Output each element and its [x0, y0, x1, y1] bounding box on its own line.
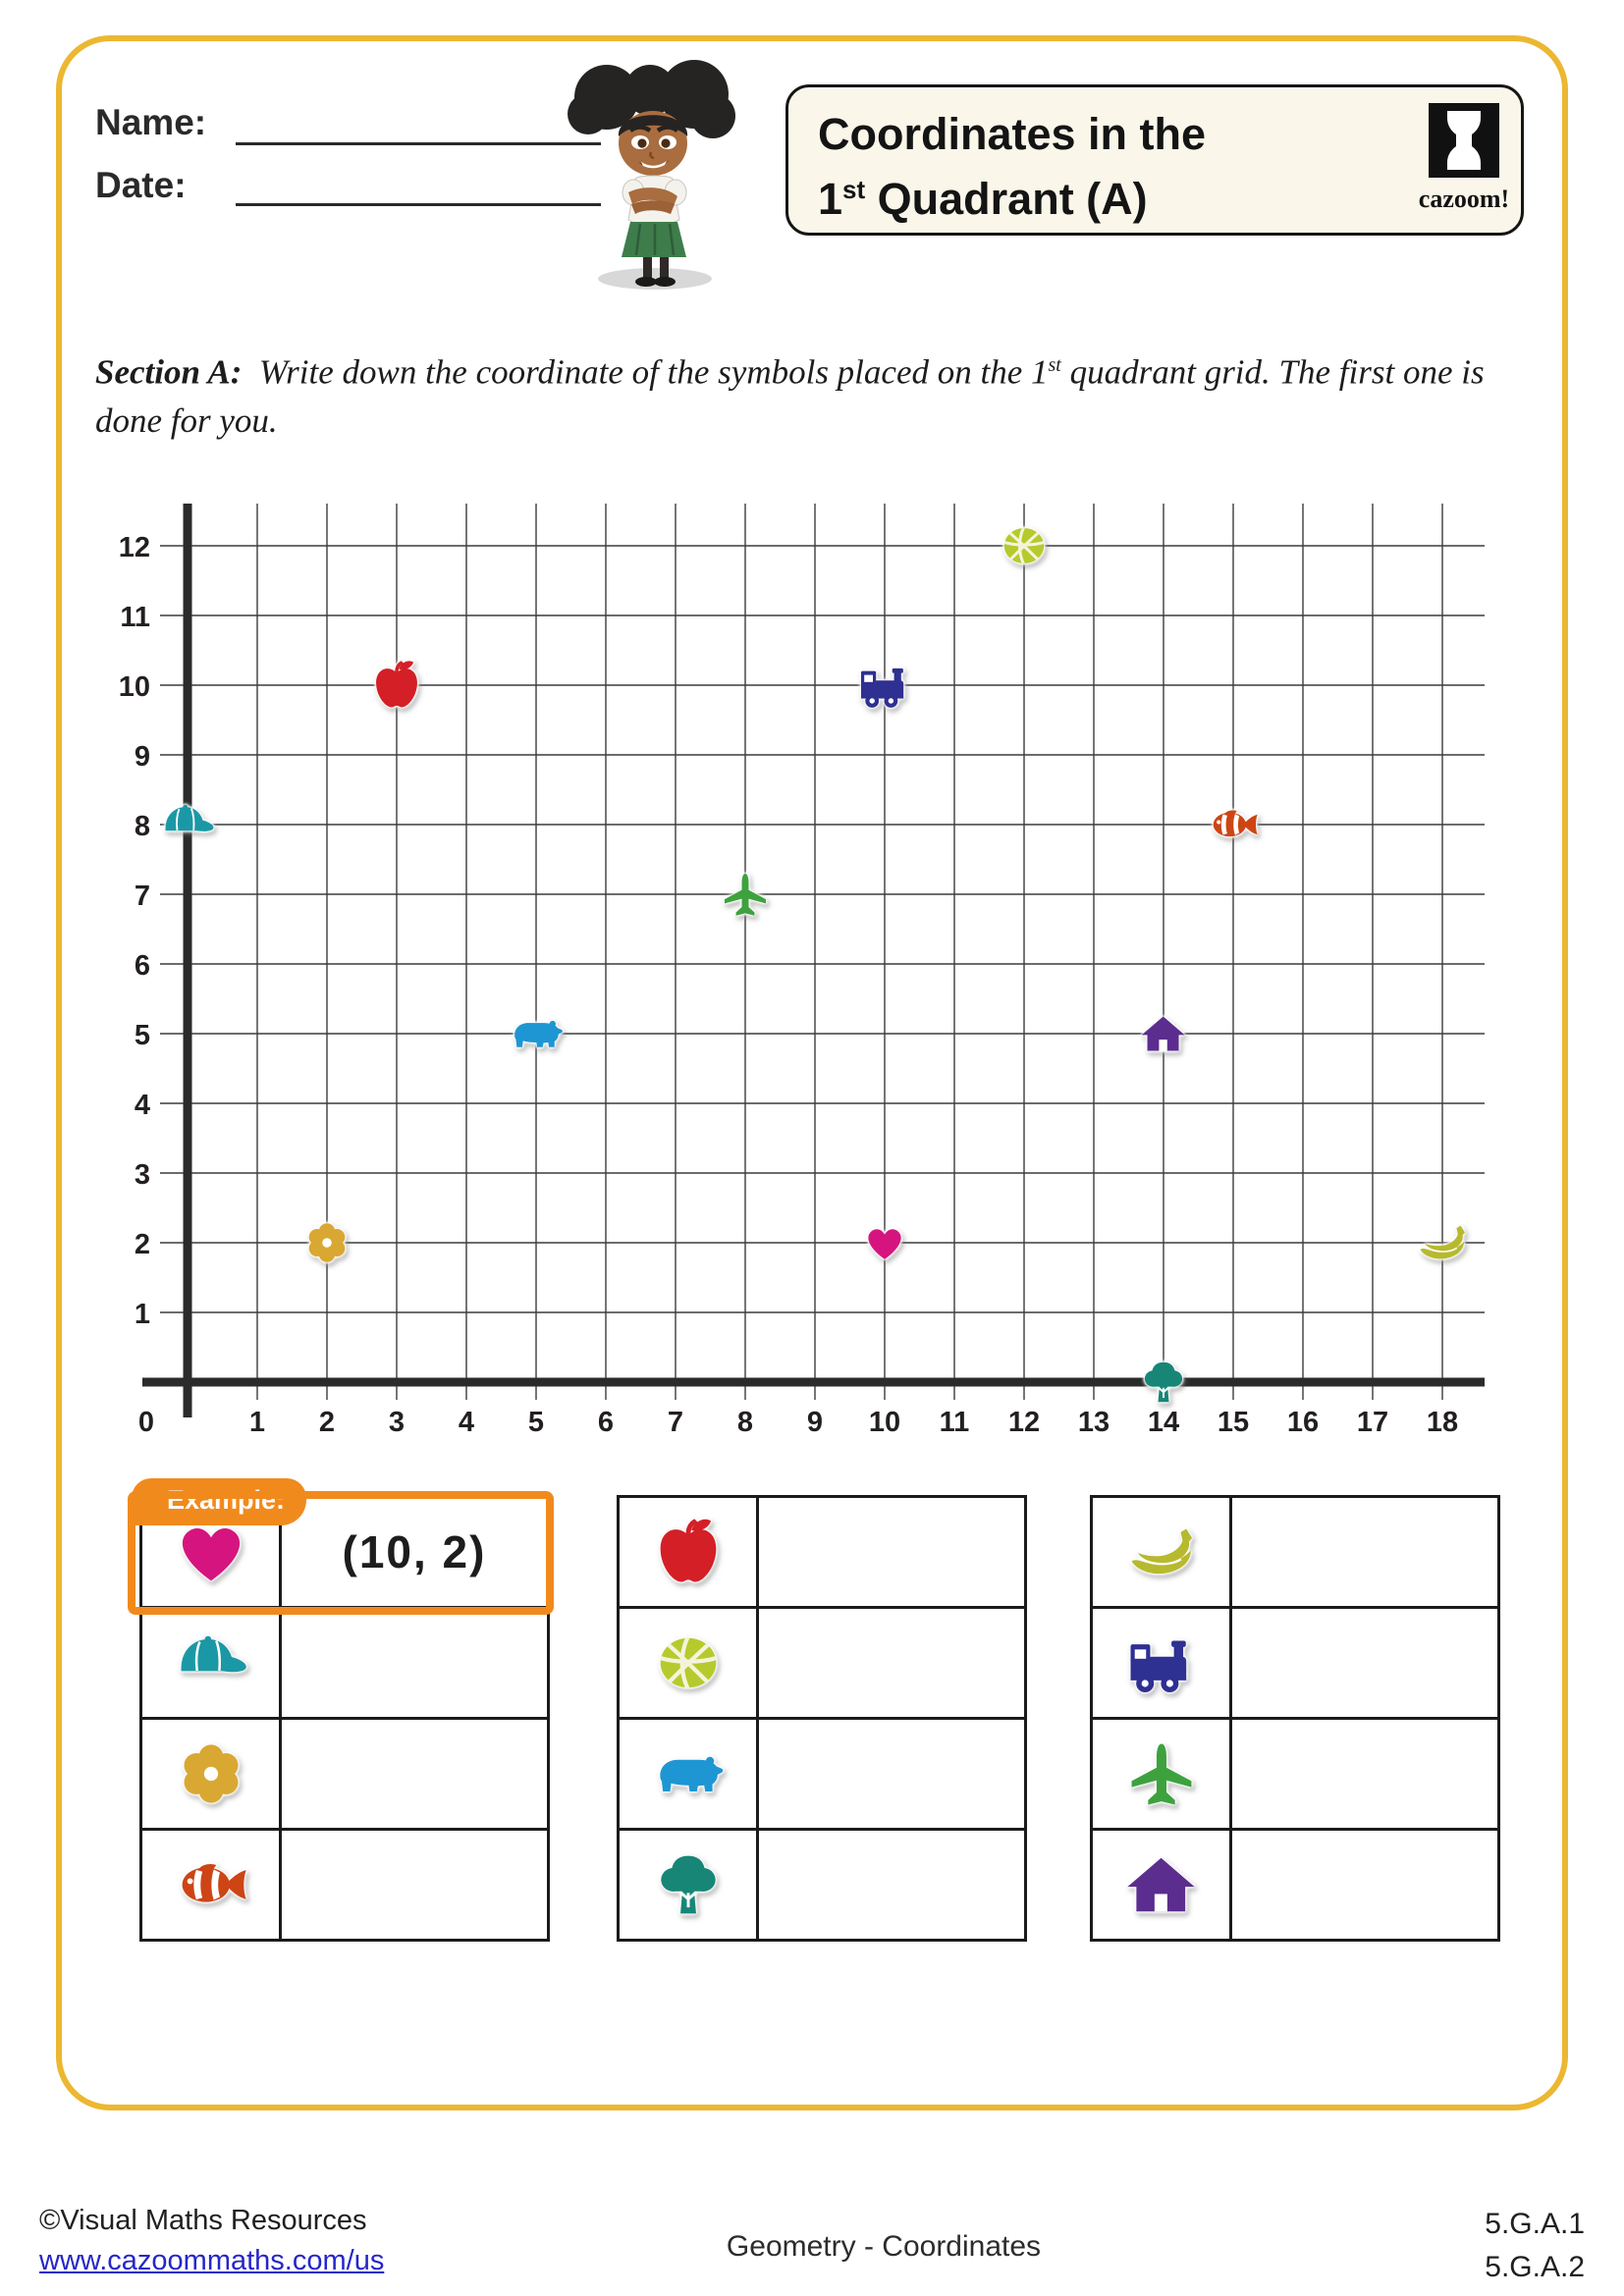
x-axis-label: 6: [598, 1407, 614, 1438]
answer-table-1: (10, 2): [139, 1495, 550, 1942]
x-axis-label: 16: [1287, 1407, 1319, 1438]
answer-cell-train[interactable]: [1232, 1609, 1500, 1720]
title-box: Coordinates in the 1st Quadrant (A) cazo…: [785, 84, 1524, 236]
x-axis-label: 7: [668, 1407, 683, 1438]
cazoom-logo: cazoom!: [1417, 103, 1511, 214]
bear-icon: [647, 1733, 730, 1815]
website-link[interactable]: www.cazoommaths.com/us: [39, 2245, 385, 2276]
copyright-text: ©Visual Maths Resources: [39, 2205, 367, 2236]
x-axis-label: 1: [249, 1407, 265, 1438]
standard-2: 5.G.A.2: [1485, 2251, 1585, 2283]
sheet-border: [56, 35, 1568, 2110]
tree-icon: [647, 1843, 730, 1926]
y-axis-label: 6: [135, 950, 150, 982]
worksheet-title: Coordinates in the 1st Quadrant (A): [818, 109, 1207, 224]
name-input-line[interactable]: [236, 142, 601, 145]
x-axis-label: 3: [389, 1407, 405, 1438]
cap-icon: [170, 1622, 252, 1704]
symbol-cell-train: [1093, 1609, 1232, 1720]
date-input-line[interactable]: [236, 203, 601, 206]
y-axis-label: 3: [135, 1159, 150, 1191]
apple-sticker: [376, 661, 417, 708]
cazoom-drum-icon: [1429, 103, 1499, 178]
example-tab: Example:: [132, 1478, 306, 1525]
apple-icon: [647, 1511, 730, 1593]
cap-sticker: [164, 803, 215, 832]
house-sticker: [1141, 1016, 1185, 1051]
house-icon: [1120, 1843, 1203, 1926]
flower-sticker: [308, 1223, 346, 1262]
example-answer-value: (10, 2): [342, 1526, 487, 1577]
answer-cell-house[interactable]: [1232, 1831, 1500, 1942]
answer-cell-cap[interactable]: [282, 1609, 550, 1720]
x-axis-label: 12: [1008, 1407, 1040, 1438]
date-label: Date:: [95, 165, 187, 205]
x-axis-label: 9: [807, 1407, 823, 1438]
x-axis-label: 14: [1148, 1407, 1179, 1438]
answer-cell-basketball[interactable]: [759, 1609, 1027, 1720]
symbol-cell-tree: [620, 1831, 759, 1942]
answer-cell-fish[interactable]: [282, 1831, 550, 1942]
symbol-cell-basketball: [620, 1609, 759, 1720]
banana-icon: [1120, 1511, 1203, 1593]
symbol-cell-house: [1093, 1831, 1232, 1942]
train-sticker: [861, 667, 904, 708]
y-axis-label: 1: [135, 1299, 150, 1330]
answer-cell-apple[interactable]: [759, 1498, 1027, 1609]
answer-cell-bear[interactable]: [759, 1720, 1027, 1831]
symbol-cell-banana: [1093, 1498, 1232, 1609]
y-axis-label: 4: [135, 1090, 150, 1121]
cazoom-wordmark: cazoom!: [1418, 185, 1510, 213]
student-cartoon: [568, 60, 735, 290]
symbol-cell-bear: [620, 1720, 759, 1831]
symbol-cell-apple: [620, 1498, 759, 1609]
symbol-cell-plane: [1093, 1720, 1232, 1831]
tree-sticker: [1143, 1361, 1184, 1404]
y-axis-label: 2: [135, 1229, 150, 1260]
x-axis-label: 4: [459, 1407, 474, 1438]
flower-icon: [170, 1733, 252, 1815]
fish-icon: [170, 1843, 252, 1926]
x-axis-label: 11: [940, 1407, 970, 1438]
x-axis-label: 5: [528, 1407, 544, 1438]
x-axis-label: 13: [1078, 1407, 1110, 1438]
example-answer-cell: (10, 2): [282, 1498, 550, 1609]
fish-sticker: [1213, 810, 1258, 837]
answer-table-3: [1090, 1495, 1500, 1942]
y-axis-label: 11: [120, 602, 150, 633]
footer-topic: Geometry - Coordinates: [726, 2230, 1042, 2263]
answer-cell-banana[interactable]: [1232, 1498, 1500, 1609]
y-axis-label: 10: [119, 671, 150, 703]
train-icon: [1120, 1622, 1203, 1704]
y-axis-label: 7: [135, 881, 150, 912]
standard-1: 5.G.A.1: [1485, 2208, 1585, 2240]
x-axis-label: 2: [319, 1407, 335, 1438]
y-axis-label: 5: [135, 1020, 150, 1051]
x-axis-label: 10: [869, 1407, 900, 1438]
y-axis-label: 8: [135, 811, 150, 842]
origin-label: 0: [138, 1407, 154, 1438]
answer-cell-plane[interactable]: [1232, 1720, 1500, 1831]
x-axis-label: 17: [1357, 1407, 1388, 1438]
name-label: Name:: [95, 102, 207, 142]
answer-table-2: [617, 1495, 1027, 1942]
plane-icon: [1120, 1733, 1203, 1815]
symbol-cell-fish: [142, 1831, 282, 1942]
symbol-cell-flower: [142, 1720, 282, 1831]
x-axis-label: 18: [1427, 1407, 1458, 1438]
y-axis-label: 9: [135, 741, 150, 773]
basketball-sticker: [1003, 527, 1045, 565]
section-instructions: Section A: Write down the coordinate of …: [95, 352, 1485, 440]
x-axis-label: 8: [737, 1407, 753, 1438]
bear-sticker: [514, 1020, 563, 1047]
symbol-cell-cap: [142, 1609, 282, 1720]
basketball-icon: [647, 1622, 730, 1704]
y-axis-label: 12: [119, 532, 150, 563]
answer-cell-flower[interactable]: [282, 1720, 550, 1831]
answer-cell-tree[interactable]: [759, 1831, 1027, 1942]
x-axis-label: 15: [1218, 1407, 1249, 1438]
standards-codes: 5.G.A.1 5.G.A.2: [1349, 2203, 1585, 2289]
